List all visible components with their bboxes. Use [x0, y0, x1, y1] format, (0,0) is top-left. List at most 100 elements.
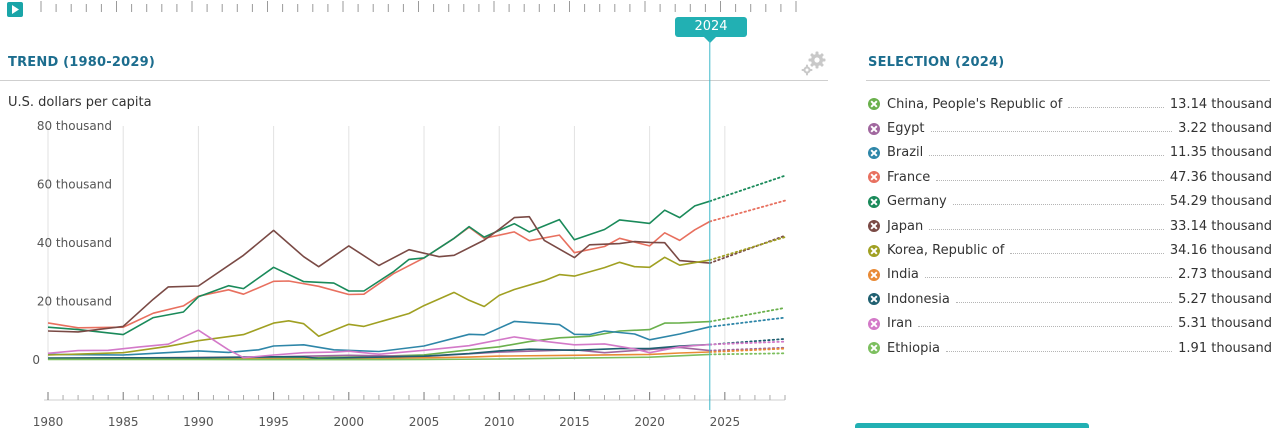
series-projection — [708, 316, 786, 328]
y-tick-label: 40 thousand — [37, 236, 112, 250]
legend-series-value: 1.91 thousand — [1178, 340, 1272, 356]
legend-series-name: Iran — [887, 316, 913, 332]
legend-series-name: Japan — [887, 218, 924, 234]
x-tick-label: 2005 — [409, 415, 440, 428]
trend-title: TREND (1980-2029) — [8, 55, 155, 70]
x-tick-label: 2000 — [334, 415, 365, 428]
y-tick-label: 20 thousand — [37, 295, 112, 309]
legend-leader — [924, 277, 1173, 279]
legend-item[interactable]: France 47.36 thousand — [868, 165, 1272, 189]
x-tick-label: 2010 — [484, 415, 515, 428]
settings-button[interactable] — [800, 50, 828, 78]
series-projection — [708, 234, 786, 265]
trend-divider — [0, 80, 828, 81]
legend-item[interactable]: China, People's Republic of 13.14 thousan… — [868, 92, 1272, 116]
series-projection — [708, 236, 786, 262]
legend-series-value: 34.16 thousand — [1169, 243, 1272, 259]
trend-chart: 0 20 thousand 40 thousand 60 thousand 80 tho… — [32, 40, 786, 428]
legend-series-value: 5.31 thousand — [1178, 316, 1272, 332]
legend-item[interactable]: Egypt 3.22 thousand — [868, 116, 1272, 140]
gear-icon — [801, 51, 826, 76]
remove-series-icon[interactable] — [868, 342, 880, 355]
x-tick-label: 1990 — [183, 415, 214, 428]
remove-series-icon[interactable] — [868, 98, 880, 111]
selection-title: SELECTION (2024) — [868, 55, 1005, 70]
legend-item[interactable]: Korea, Republic of 34.16 thousand — [868, 238, 1272, 262]
legend-leader — [918, 326, 1173, 328]
legend-series-name: Germany — [887, 194, 947, 210]
legend-leader — [936, 179, 1164, 181]
series-projection — [708, 337, 786, 346]
legend-leader — [945, 350, 1173, 352]
legend-leader — [929, 155, 1164, 157]
legend-series-value: 3.22 thousand — [1178, 121, 1272, 137]
series-line — [47, 215, 710, 333]
remove-series-icon[interactable] — [868, 293, 880, 306]
legend-series-value: 13.14 thousand — [1169, 96, 1272, 112]
legend-series-name: Ethiopia — [887, 340, 940, 356]
selected-year-badge[interactable]: 2024 — [675, 17, 747, 37]
legend-series-value: 54.29 thousand — [1169, 194, 1272, 210]
legend-item[interactable]: Iran 5.31 thousand — [868, 312, 1272, 336]
legend-leader — [955, 301, 1173, 303]
series-line — [47, 320, 710, 356]
remove-series-icon[interactable] — [868, 195, 880, 208]
legend-item[interactable]: Germany 54.29 thousand — [868, 190, 1272, 214]
timeline-slider[interactable] — [40, 0, 800, 18]
series-line — [47, 329, 710, 359]
legend-leader — [952, 204, 1164, 206]
legend-item[interactable]: Japan 33.14 thousand — [868, 214, 1272, 238]
legend-series-value: 5.27 thousand — [1178, 291, 1272, 307]
series-projection — [708, 199, 786, 223]
legend-series-name: India — [887, 267, 919, 283]
remove-series-icon[interactable] — [868, 146, 880, 159]
legend-item[interactable]: Ethiopia 1.91 thousand — [868, 336, 1272, 360]
remove-series-icon[interactable] — [868, 220, 880, 233]
selection-legend: China, People's Republic of 13.14 thousan… — [868, 92, 1272, 360]
series-projection — [708, 346, 786, 352]
series-projection — [708, 306, 786, 323]
series-projection — [708, 352, 786, 356]
legend-series-value: 47.36 thousand — [1169, 169, 1272, 185]
series-projection — [708, 340, 786, 346]
legend-series-name: Korea, Republic of — [887, 243, 1005, 259]
legend-series-name: Indonesia — [887, 291, 950, 307]
legend-series-name: China, People's Republic of — [887, 96, 1063, 112]
series-line — [47, 200, 711, 336]
x-tick-label: 2020 — [634, 415, 665, 428]
bottom-action-button[interactable] — [855, 423, 1089, 428]
legend-series-value: 2.73 thousand — [1178, 267, 1272, 283]
x-tick-label: 1995 — [258, 415, 289, 428]
series-projection — [708, 174, 786, 203]
series-line — [48, 353, 710, 361]
x-tick-label: 1985 — [108, 415, 139, 428]
legend-item[interactable]: India 2.73 thousand — [868, 263, 1272, 287]
remove-series-icon[interactable] — [868, 171, 880, 184]
remove-series-icon[interactable] — [868, 122, 880, 135]
series-line — [47, 220, 711, 329]
legend-series-name: Egypt — [887, 121, 925, 137]
legend-item[interactable]: Brazil 11.35 thousand — [868, 141, 1272, 165]
legend-leader — [929, 228, 1164, 230]
play-button[interactable] — [7, 2, 23, 17]
legend-series-name: France — [887, 169, 931, 185]
y-axis-title: U.S. dollars per capita — [8, 95, 152, 110]
legend-series-value: 33.14 thousand — [1169, 218, 1272, 234]
legend-leader — [1010, 253, 1164, 255]
y-tick-label: 80 thousand — [37, 119, 112, 133]
legend-series-value: 11.35 thousand — [1169, 145, 1272, 161]
remove-series-icon[interactable] — [868, 317, 880, 330]
remove-series-icon[interactable] — [868, 244, 880, 257]
legend-series-name: Brazil — [887, 145, 924, 161]
legend-leader — [1068, 106, 1164, 108]
y-tick-label: 60 thousand — [37, 178, 112, 192]
remove-series-icon[interactable] — [868, 268, 880, 281]
selection-divider — [866, 80, 1270, 81]
legend-leader — [930, 131, 1173, 133]
x-tick-label: 2025 — [710, 415, 741, 428]
x-tick-label: 1980 — [33, 415, 64, 428]
series-projection — [708, 347, 786, 353]
series-line — [47, 256, 710, 356]
x-tick-label: 2015 — [559, 415, 590, 428]
legend-item[interactable]: Indonesia 5.27 thousand — [868, 287, 1272, 311]
